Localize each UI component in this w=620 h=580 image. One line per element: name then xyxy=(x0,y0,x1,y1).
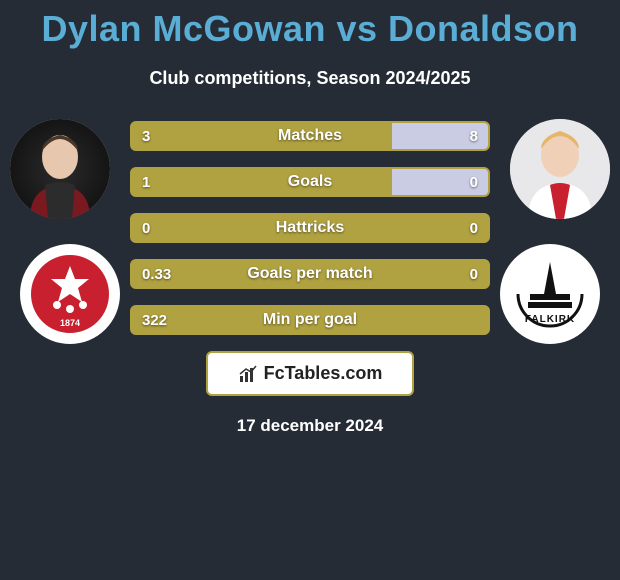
stat-label: Matches xyxy=(132,123,488,149)
stat-value-left: 3 xyxy=(132,123,160,149)
club-left-logo: 1874 xyxy=(20,244,120,344)
stat-label: Goals xyxy=(132,169,488,195)
club-right-logo: FALKIRK xyxy=(500,244,600,344)
svg-text:1874: 1874 xyxy=(60,318,80,328)
date-line: 17 december 2024 xyxy=(0,416,620,436)
stat-value-left: 0.33 xyxy=(132,261,181,287)
stat-row: Goals1 0 xyxy=(130,167,490,197)
subtitle: Club competitions, Season 2024/2025 xyxy=(0,68,620,89)
stat-row: Goals per match0.33 0 xyxy=(130,259,490,289)
player-right-avatar xyxy=(510,119,610,219)
stat-label: Goals per match xyxy=(132,261,488,287)
stat-value-right xyxy=(468,307,488,333)
stat-value-right: 0 xyxy=(460,215,488,241)
player-left-avatar xyxy=(10,119,110,219)
stats-bars: Matches38Goals10Hattricks00Goals per mat… xyxy=(130,119,490,335)
page-title: Dylan McGowan vs Donaldson xyxy=(0,0,620,50)
chart-icon xyxy=(238,364,258,384)
stat-value-right: 0 xyxy=(460,169,488,195)
footer: FcTables.com 17 december 2024 xyxy=(0,351,620,436)
stat-value-right: 0 xyxy=(460,261,488,287)
content: 1874 FALKIRK Matches38Goals10Hattricks00… xyxy=(0,119,620,436)
brand-text: FcTables.com xyxy=(264,363,383,384)
stat-row: Matches3 8 xyxy=(130,121,490,151)
stat-row: Min per goal322 xyxy=(130,305,490,335)
brand-box[interactable]: FcTables.com xyxy=(206,351,415,396)
stat-value-right: 8 xyxy=(460,123,488,149)
stat-value-left: 322 xyxy=(132,307,177,333)
svg-text:FALKIRK: FALKIRK xyxy=(525,314,575,325)
stat-label: Min per goal xyxy=(132,307,488,333)
stat-row: Hattricks0 0 xyxy=(130,213,490,243)
stat-value-left: 1 xyxy=(132,169,160,195)
stat-value-left: 0 xyxy=(132,215,160,241)
stat-label: Hattricks xyxy=(132,215,488,241)
